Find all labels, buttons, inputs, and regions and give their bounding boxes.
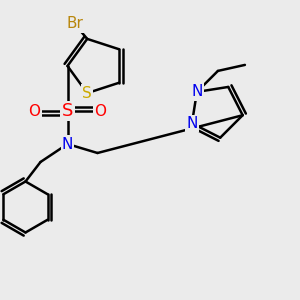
Text: S: S	[82, 85, 92, 100]
Text: N: N	[191, 84, 202, 99]
Text: N: N	[62, 136, 73, 152]
Text: S: S	[62, 102, 73, 120]
Text: Br: Br	[67, 16, 84, 32]
Text: O: O	[94, 103, 106, 118]
Text: N: N	[186, 116, 198, 131]
Text: O: O	[28, 103, 40, 118]
